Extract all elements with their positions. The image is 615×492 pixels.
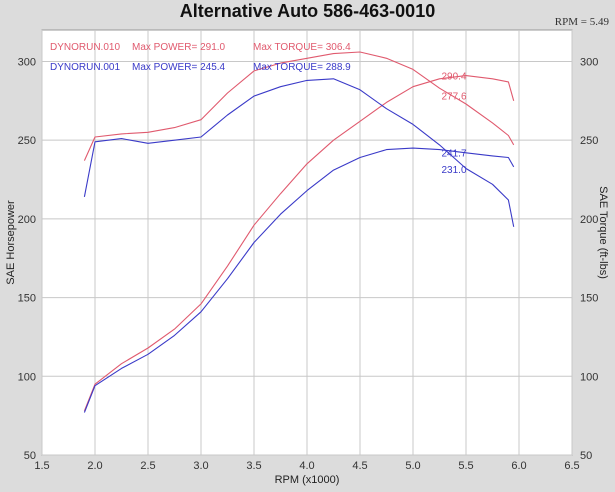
data-label: 231.0 [442, 165, 467, 176]
y2-tick-label: 50 [580, 450, 592, 462]
x-tick-label: 3.0 [193, 460, 208, 472]
y2-axis-ticks: 50 100 150 200 250 300 [580, 56, 598, 462]
x-tick-label: 4.0 [299, 460, 314, 472]
x-tick-label: 2.0 [87, 460, 102, 472]
series-lines [83, 51, 515, 413]
data-label: 241.7 [442, 148, 467, 159]
series-line-torque-dynorun-010 [83, 51, 515, 161]
x-axis-label: RPM (x1000) [275, 474, 340, 486]
x-axis-ticks: 1.5 2.0 2.5 3.0 3.5 4.0 4.5 5.0 5.5 6.0 6.5 [34, 460, 579, 472]
y-tick-label: 100 [18, 371, 36, 383]
y2-axis-label: SAE Torque (ft-lbs) [597, 186, 609, 279]
data-annotations: 290.4 277.6 241.7 231.0 [442, 72, 467, 177]
y-tick-label: 200 [18, 214, 36, 226]
y-tick-label: 50 [24, 450, 36, 462]
data-label: 290.4 [442, 72, 467, 83]
series-line-power-dynorun-001 [83, 147, 515, 413]
x-tick-label: 4.5 [352, 460, 367, 472]
y-axis-ticks: 50 100 150 200 250 300 [18, 56, 36, 462]
data-label: 277.6 [442, 92, 467, 103]
x-tick-label: 6.5 [564, 460, 579, 472]
legend-torque-text: Max TORQUE= 306.4 [253, 42, 351, 53]
series-line-power-dynorun-010 [83, 75, 515, 412]
y2-tick-label: 200 [580, 214, 598, 226]
y-tick-label: 150 [18, 293, 36, 305]
y2-tick-label: 300 [580, 56, 598, 68]
x-tick-label: 5.0 [405, 460, 420, 472]
y2-tick-label: 250 [580, 135, 598, 147]
x-tick-label: 1.5 [34, 460, 49, 472]
x-tick-label: 5.5 [458, 460, 473, 472]
y-tick-label: 300 [18, 56, 36, 68]
y-axis-label: SAE Horsepower [5, 200, 17, 285]
legend-power-text: Max POWER= 291.0 [132, 42, 226, 53]
legend-power-text: Max POWER= 245.4 [132, 62, 226, 73]
x-tick-label: 3.5 [246, 460, 261, 472]
chart-title: Alternative Auto 586-463-0010 [179, 1, 436, 21]
legend-run-text: DYNORUN.010 [50, 42, 120, 53]
y2-tick-label: 150 [580, 293, 598, 305]
legend: DYNORUN.010 Max POWER= 291.0 Max TORQUE= 3… [50, 42, 351, 73]
legend-torque-text: Max TORQUE= 288.9 [253, 62, 351, 73]
series-line-torque-dynorun-001 [83, 78, 515, 227]
x-tick-label: 6.0 [511, 460, 526, 472]
legend-run-text: DYNORUN.001 [50, 62, 120, 73]
y-tick-label: 250 [18, 135, 36, 147]
y2-tick-label: 100 [580, 371, 598, 383]
x-tick-label: 2.5 [140, 460, 155, 472]
rpm-readout: RPM = 5.49 [554, 16, 609, 28]
